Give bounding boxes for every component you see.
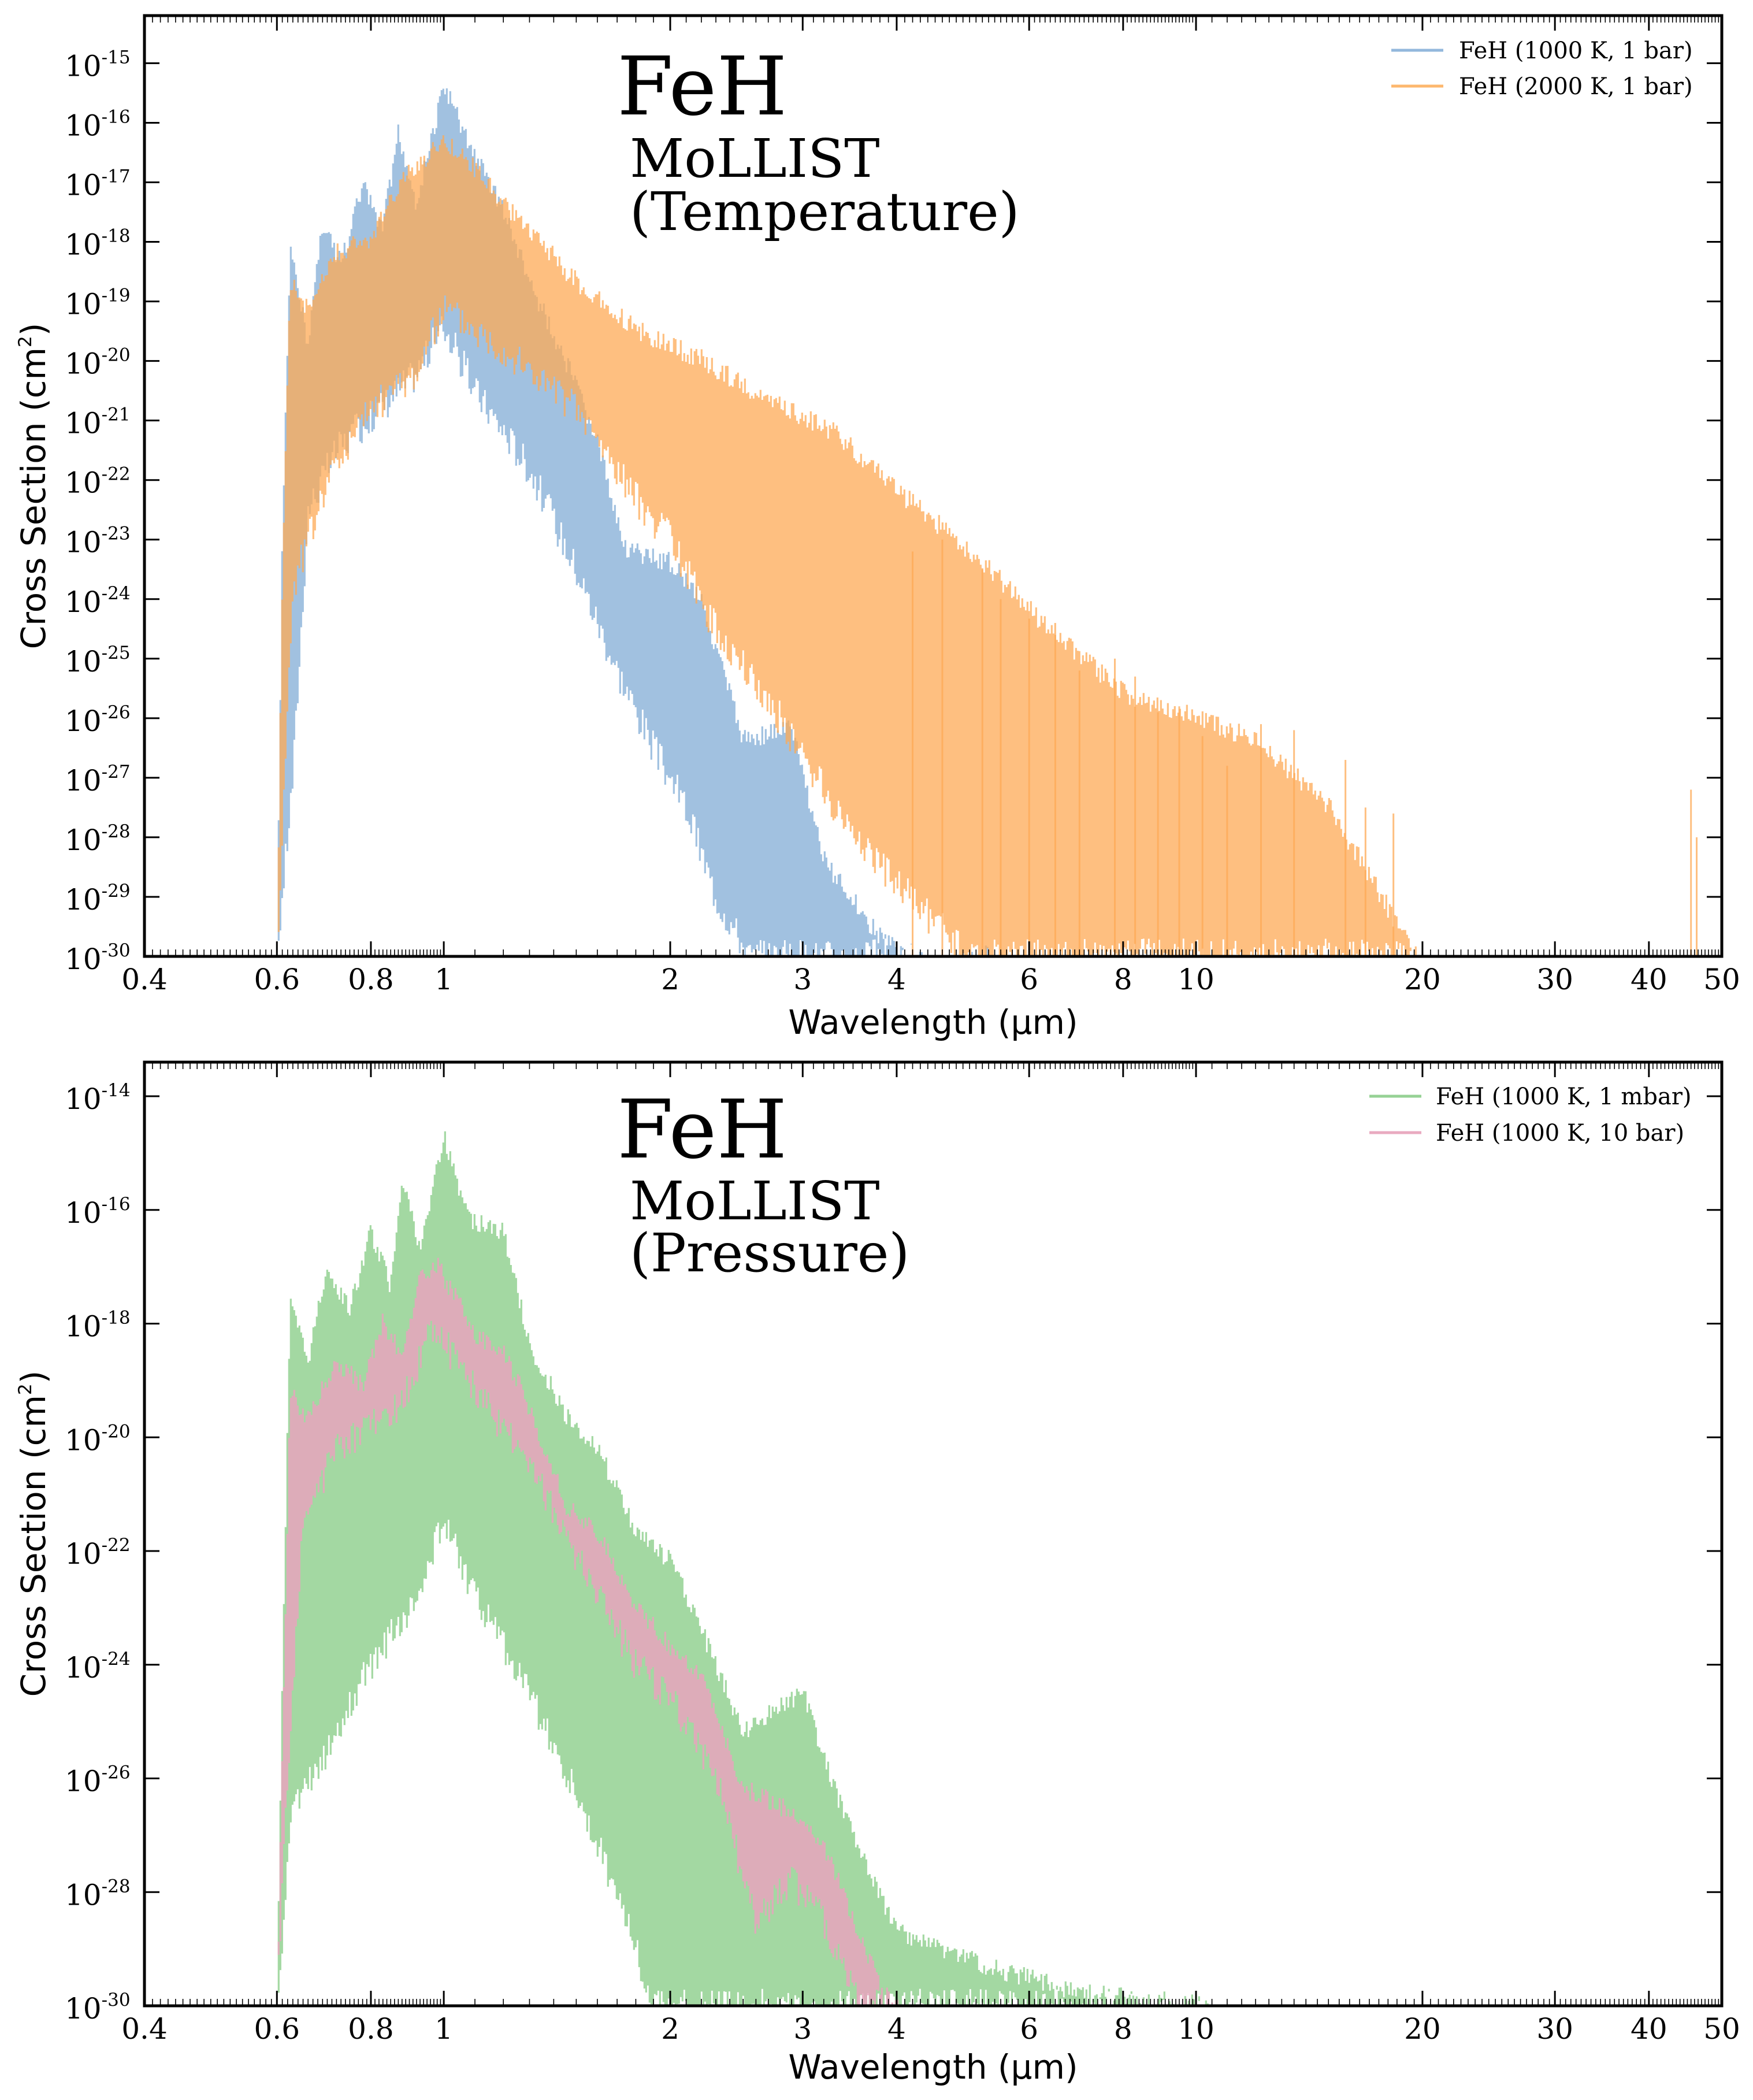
x-tick-label: 50 xyxy=(1703,963,1740,996)
x-tick-label: 6 xyxy=(1020,2012,1038,2046)
x-axis-label: Wavelength (μm) xyxy=(788,2047,1078,2087)
chart-title: FeH xyxy=(617,40,787,134)
y-tick-label: 10-18 xyxy=(65,226,131,262)
x-axis-label: Wavelength (μm) xyxy=(788,1003,1078,1042)
y-axis-label: Cross Section (cm2) xyxy=(14,323,53,650)
y-tick-label: 10-26 xyxy=(65,1763,131,1798)
x-tick-label: 40 xyxy=(1631,963,1667,996)
x-tick-label: 8 xyxy=(1114,2012,1132,2046)
y-tick-label: 10-27 xyxy=(65,762,131,797)
x-tick-label: 0.6 xyxy=(254,963,300,996)
x-tick-label: 10 xyxy=(1178,963,1215,996)
x-tick-label: 10 xyxy=(1178,2012,1215,2046)
x-tick-label: 0.8 xyxy=(348,963,394,996)
y-tick-label: 10-29 xyxy=(65,881,131,917)
x-tick-label: 4 xyxy=(887,2012,906,2046)
y-tick-label: 10-30 xyxy=(65,940,131,976)
y-tick-label: 10-30 xyxy=(65,1990,131,2025)
series-layer xyxy=(277,1131,1209,2006)
x-tick-label: 2 xyxy=(661,963,679,996)
x-tick-label: 6 xyxy=(1020,963,1038,996)
x-tick-label: 0.8 xyxy=(348,2012,394,2046)
chart-subtitle-variable: (Pressure) xyxy=(630,1222,909,1284)
y-tick-label: 10-20 xyxy=(65,1421,131,1457)
x-tick-label: 4 xyxy=(887,963,906,996)
y-tick-label: 10-22 xyxy=(65,464,131,500)
x-tick-label: 50 xyxy=(1703,2012,1740,2046)
y-tick-label: 10-16 xyxy=(65,106,131,142)
x-tick-label: 8 xyxy=(1114,963,1132,996)
y-tick-label: 10-28 xyxy=(65,821,131,857)
legend-label-series-2: FeH (1000 K, 10 bar) xyxy=(1436,1120,1684,1147)
x-tick-label: 1 xyxy=(434,2012,453,2046)
x-tick-label: 0.4 xyxy=(121,2012,168,2046)
chart-title: FeH xyxy=(617,1083,787,1177)
series-band xyxy=(277,1257,904,2006)
y-tick-label: 10-21 xyxy=(65,405,131,440)
y-tick-label: 10-16 xyxy=(65,1194,131,1230)
y-tick-label: 10-28 xyxy=(65,1876,131,1912)
temperature-panel: 0.4 0.6 0.8 1 2 3 4 6 8 10 20 30 40 50 10-1510-1610-1… xyxy=(14,14,1740,1042)
chart-subtitle-variable: (Temperature) xyxy=(630,181,1020,243)
x-tick-label: 3 xyxy=(793,2012,812,2046)
x-tick-label: 0.6 xyxy=(254,2012,300,2046)
plot-frame xyxy=(143,1060,1724,2008)
y-tick-label: 10-22 xyxy=(65,1535,131,1571)
x-tick-label: 0.4 xyxy=(121,963,168,996)
plot-frame xyxy=(143,14,1724,958)
y-tick-label: 10-17 xyxy=(65,166,131,202)
x-tick-label: 20 xyxy=(1404,963,1441,996)
y-tick-label: 10-26 xyxy=(65,702,131,738)
chart-subtitle-source: MoLLIST xyxy=(630,1170,880,1232)
y-tick-label: 10-24 xyxy=(65,1649,131,1685)
pressure-panel: 0.4 0.6 0.8 1 2 3 4 6 8 10 20 30 40 50 10-1410-1610-1… xyxy=(14,1060,1740,2087)
y-tick-label: 10-20 xyxy=(65,345,131,381)
y-tick-label: 10-25 xyxy=(65,643,131,678)
chart-subtitle-source: MoLLIST xyxy=(630,128,880,190)
y-tick-layer: 10-15 10-16 10-17 10-18 10-19 10-20 10-21 10-22… xyxy=(65,47,1722,976)
y-tick-label: 10-24 xyxy=(65,583,131,619)
series-layer xyxy=(277,88,1698,956)
legend: FeH (1000 K, 1 mbar) FeH (1000 K, 10 bar… xyxy=(1369,1084,1692,1147)
x-tick-label: 3 xyxy=(793,963,812,996)
x-tick-label: 40 xyxy=(1631,2012,1667,2046)
y-axis-label: Cross Section (cm2) xyxy=(14,1371,53,1697)
legend-label-series-1: FeH (1000 K, 1 bar) xyxy=(1459,38,1693,64)
y-tick-label: 10-18 xyxy=(65,1308,131,1344)
x-tick-label: 30 xyxy=(1536,2012,1573,2046)
y-tick-label: 10-14 xyxy=(65,1080,131,1116)
x-tick-label: 2 xyxy=(661,2012,679,2046)
y-tick-label: 10-23 xyxy=(65,524,131,559)
x-tick-label: 30 xyxy=(1536,963,1573,996)
x-tick-label: 20 xyxy=(1404,2012,1441,2046)
y-tick-layer: 10-14 10-16 10-18 10-20 10-22 10-24 10-26 10-28… xyxy=(65,1080,1722,2025)
legend-label-series-2: FeH (2000 K, 1 bar) xyxy=(1459,73,1693,100)
x-tick-label: 1 xyxy=(434,963,453,996)
y-tick-label: 10-19 xyxy=(65,285,131,321)
legend: FeH (1000 K, 1 bar) FeH (2000 K, 1 bar) xyxy=(1391,38,1693,100)
legend-label-series-1: FeH (1000 K, 1 mbar) xyxy=(1436,1084,1692,1110)
y-tick-label: 10-15 xyxy=(65,47,131,83)
